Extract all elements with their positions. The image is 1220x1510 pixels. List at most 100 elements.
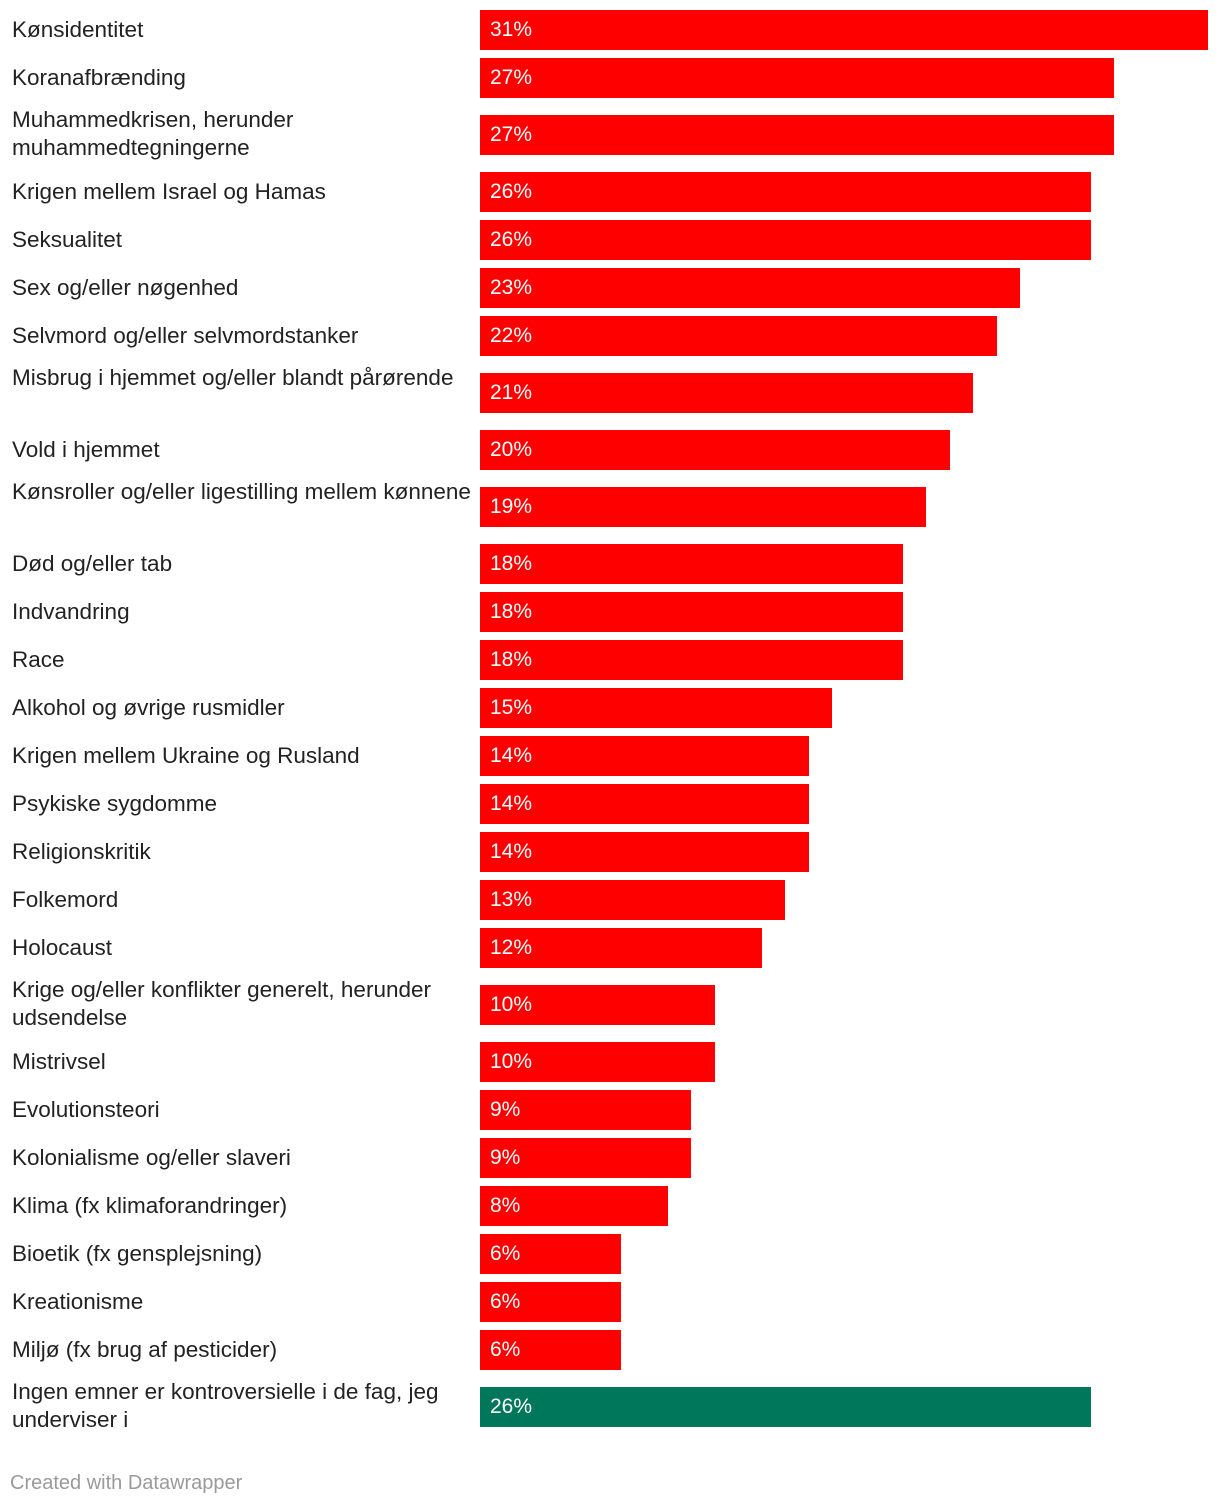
- category-label: Mistrivsel: [12, 1049, 106, 1074]
- bar-value-label: 27%: [490, 123, 533, 146]
- category-label: Død og/eller tab: [12, 551, 173, 576]
- bar-row: Miljø (fx brug af pesticider) 6%: [0, 1330, 1220, 1370]
- bar: 27%: [480, 115, 1114, 155]
- bar-row: Indvandring 18%: [0, 592, 1220, 632]
- bar: 6%: [480, 1234, 621, 1274]
- bar-value-label: 14%: [490, 840, 533, 863]
- bar: 23%: [480, 268, 1020, 308]
- category-label: Muhammedkrisen, herunder muhammedtegning…: [12, 107, 294, 160]
- category-label: Kreationisme: [12, 1289, 144, 1314]
- bar: 14%: [480, 832, 809, 872]
- category-label: Krigen mellem Israel og Hamas: [12, 179, 326, 204]
- bar: 12%: [480, 928, 762, 968]
- bar-row: Misbrug i hjemmet og/eller blandt pårøre…: [0, 364, 1220, 422]
- bar: 10%: [480, 985, 715, 1025]
- category-label: Vold i hjemmet: [12, 437, 160, 462]
- bar: 21%: [480, 373, 973, 413]
- bar-row: Sex og/eller nøgenhed 23%: [0, 268, 1220, 308]
- bar-row: Muhammedkrisen, herunder muhammedtegning…: [0, 106, 1220, 164]
- bar-row: Psykiske sygdomme 14%: [0, 784, 1220, 824]
- bar: 31%: [480, 10, 1208, 50]
- bar-row: Død og/eller tab 18%: [0, 544, 1220, 584]
- bar-value-label: 19%: [490, 495, 533, 518]
- bar-value-label: 8%: [490, 1194, 521, 1217]
- bar: 27%: [480, 58, 1114, 98]
- bar-value-label: 26%: [490, 1395, 533, 1418]
- bar-value-label: 14%: [490, 792, 533, 815]
- bar-row: Kønsroller og/eller ligestilling mellem …: [0, 478, 1220, 536]
- category-label: Religionskritik: [12, 839, 151, 864]
- category-label: Klima (fx klimaforandringer): [12, 1193, 288, 1218]
- bar-value-label: 26%: [490, 180, 533, 203]
- bar: 14%: [480, 736, 809, 776]
- bar: 26%: [480, 1387, 1091, 1427]
- category-label: Holocaust: [12, 935, 113, 960]
- bar: 18%: [480, 592, 903, 632]
- bar-row: Evolutionsteori 9%: [0, 1090, 1220, 1130]
- category-label: Selvmord og/eller selvmordstanker: [12, 323, 359, 348]
- bar-value-label: 31%: [490, 18, 533, 41]
- bar: 10%: [480, 1042, 715, 1082]
- bar: 22%: [480, 316, 997, 356]
- bar: 26%: [480, 172, 1091, 212]
- bar-row: Krige og/eller konflikter generelt, heru…: [0, 976, 1220, 1034]
- bar: 14%: [480, 784, 809, 824]
- bar-row: Krigen mellem Ukraine og Rusland 14%: [0, 736, 1220, 776]
- bar-value-label: 22%: [490, 324, 533, 347]
- bar: 19%: [480, 487, 926, 527]
- bar-row: Krigen mellem Israel og Hamas 26%: [0, 172, 1220, 212]
- category-label: Folkemord: [12, 887, 119, 912]
- bar-value-label: 26%: [490, 228, 533, 251]
- bar-row: Vold i hjemmet 20%: [0, 430, 1220, 470]
- bar-row: Folkemord 13%: [0, 880, 1220, 920]
- category-label: Alkohol og øvrige rusmidler: [12, 695, 285, 720]
- category-label: Indvandring: [12, 599, 130, 624]
- bar-value-label: 20%: [490, 438, 533, 461]
- category-label: Krige og/eller konflikter generelt, heru…: [12, 977, 431, 1030]
- bar: 20%: [480, 430, 950, 470]
- category-label: Psykiske sygdomme: [12, 791, 218, 816]
- bar-value-label: 12%: [490, 936, 533, 959]
- bar-value-label: 27%: [490, 66, 533, 89]
- bar-row: Mistrivsel 10%: [0, 1042, 1220, 1082]
- bar-row: Selvmord og/eller selvmordstanker 22%: [0, 316, 1220, 356]
- bar-value-label: 18%: [490, 648, 533, 671]
- bar: 6%: [480, 1282, 621, 1322]
- bar-row: Bioetik (fx gensplejsning) 6%: [0, 1234, 1220, 1274]
- category-label: Misbrug i hjemmet og/eller blandt pårøre…: [12, 365, 454, 390]
- category-label: Koranafbrænding: [12, 65, 186, 90]
- bar-value-label: 13%: [490, 888, 533, 911]
- category-label: Seksualitet: [12, 227, 123, 252]
- bar: 15%: [480, 688, 832, 728]
- bar-value-label: 18%: [490, 552, 533, 575]
- category-label: Krigen mellem Ukraine og Rusland: [12, 743, 360, 768]
- bar-row: Kreationisme 6%: [0, 1282, 1220, 1322]
- category-label: Bioetik (fx gensplejsning): [12, 1241, 263, 1266]
- bar: 9%: [480, 1138, 691, 1178]
- bar-value-label: 9%: [490, 1098, 521, 1121]
- category-label: Ingen emner er kontroversielle i de fag,…: [12, 1379, 439, 1432]
- bar-row: Religionskritik 14%: [0, 832, 1220, 872]
- bar-value-label: 6%: [490, 1242, 521, 1265]
- bar: 13%: [480, 880, 785, 920]
- bar-row: Kolonialisme og/eller slaveri 9%: [0, 1138, 1220, 1178]
- bar-value-label: 14%: [490, 744, 533, 767]
- bar-row: Seksualitet 26%: [0, 220, 1220, 260]
- bar-value-label: 9%: [490, 1146, 521, 1169]
- bar-value-label: 10%: [490, 1050, 533, 1073]
- bar: 26%: [480, 220, 1091, 260]
- bar-row: Ingen emner er kontroversielle i de fag,…: [0, 1378, 1220, 1436]
- category-label: Evolutionsteori: [12, 1097, 160, 1122]
- bar: 18%: [480, 544, 903, 584]
- category-label: Kønsroller og/eller ligestilling mellem …: [12, 479, 471, 504]
- bar: 8%: [480, 1186, 668, 1226]
- bar-row: Holocaust 12%: [0, 928, 1220, 968]
- category-label: Kolonialisme og/eller slaveri: [12, 1145, 291, 1170]
- category-label: Kønsidentitet: [12, 17, 144, 42]
- bar-value-label: 21%: [490, 381, 533, 404]
- bar-row: Kønsidentitet 31%: [0, 10, 1220, 50]
- bar: 18%: [480, 640, 903, 680]
- datawrapper-credit[interactable]: Created with Datawrapper: [10, 1472, 243, 1494]
- bar-row: Klima (fx klimaforandringer) 8%: [0, 1186, 1220, 1226]
- category-label: Race: [12, 647, 65, 672]
